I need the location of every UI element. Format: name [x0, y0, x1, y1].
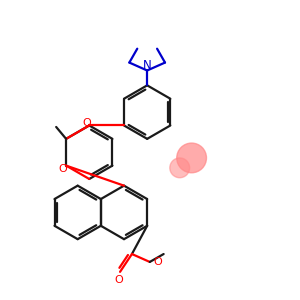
- Text: O: O: [115, 275, 123, 285]
- Text: N: N: [143, 59, 152, 72]
- Text: O: O: [82, 118, 91, 128]
- Text: O: O: [59, 164, 68, 174]
- Circle shape: [170, 158, 190, 178]
- Text: O: O: [153, 257, 162, 267]
- Circle shape: [177, 143, 206, 173]
